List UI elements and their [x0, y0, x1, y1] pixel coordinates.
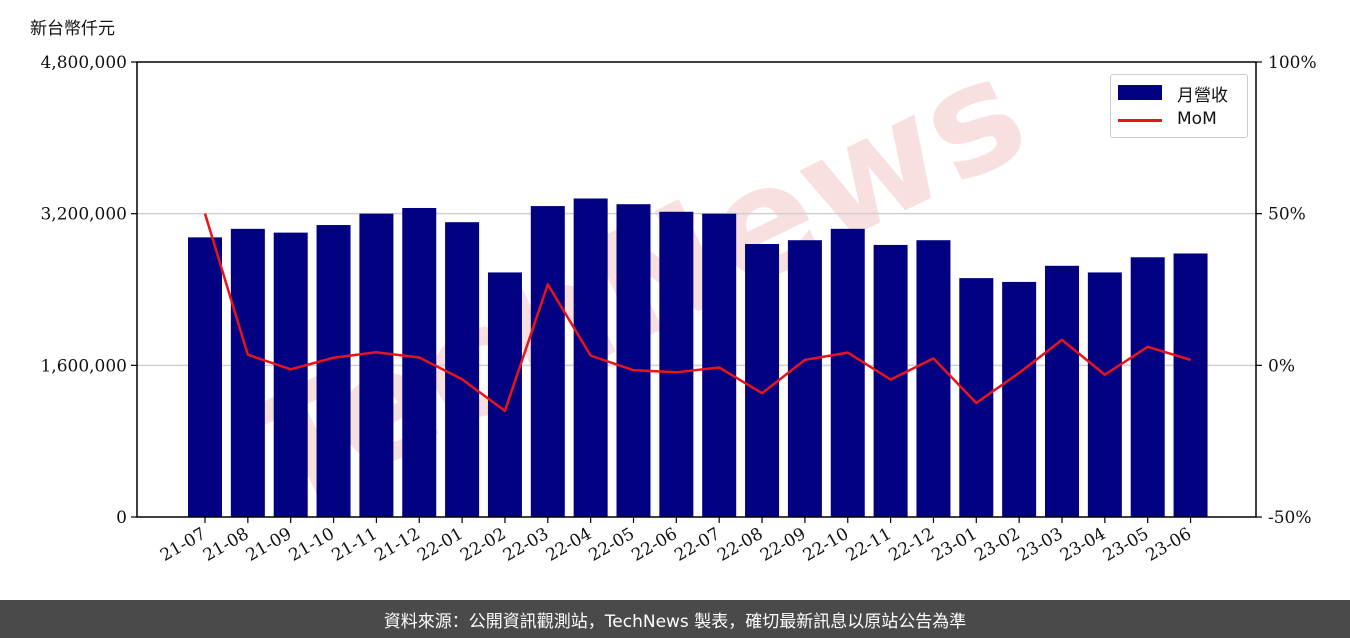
- right-tick-label: 0%: [1268, 356, 1295, 376]
- bar-22-07: [702, 213, 737, 517]
- y-axis-unit-label: 新台幣仟元: [30, 19, 115, 39]
- legend-item-mom: MoM: [1111, 107, 1247, 133]
- bar-22-11: [873, 244, 908, 517]
- left-tick-label: 4,800,000: [40, 53, 127, 73]
- x-tick-label-22-11: 22-11: [843, 524, 895, 566]
- bar-23-06: [1173, 253, 1208, 517]
- x-tick-label-21-12: 21-12: [371, 524, 423, 566]
- bar-22-10: [830, 228, 865, 518]
- chart: TechNews 01,600,0003,200,0004,800,000-50…: [40, 23, 1317, 566]
- source-footer: 資料來源：公開資訊觀測站，TechNews 製表，確切最新訊息以原站公告為準: [0, 600, 1350, 638]
- left-tick-label: 0: [116, 508, 127, 528]
- legend: 月營收 MoM: [1110, 74, 1248, 138]
- bar-22-12: [916, 240, 951, 518]
- x-tick-label-21-09: 21-09: [243, 524, 295, 566]
- bar-21-07: [188, 237, 222, 518]
- bar-21-11: [359, 213, 394, 517]
- x-tick-label-22-07: 22-07: [671, 524, 723, 566]
- legend-item-revenue: 月營收: [1111, 79, 1247, 106]
- x-tick-label-23-04: 23-04: [1057, 524, 1109, 566]
- bar-23-03: [1045, 265, 1079, 517]
- right-tick-label: 50%: [1268, 205, 1306, 225]
- left-tick-label: 3,200,000: [40, 205, 127, 225]
- x-tick-label-21-07: 21-07: [157, 524, 209, 566]
- x-tick-label-23-03: 23-03: [1014, 524, 1066, 566]
- bar-23-01: [959, 278, 994, 517]
- x-tick-label-21-08: 21-08: [200, 524, 252, 566]
- left-tick-label: 1,600,000: [40, 356, 127, 376]
- x-tick-label-22-06: 22-06: [628, 524, 680, 566]
- bar-23-02: [1002, 281, 1037, 517]
- bar-23-05: [1130, 257, 1165, 517]
- bar-23-04: [1087, 272, 1122, 517]
- right-tick-label: -50%: [1268, 508, 1312, 528]
- x-tick-label-21-11: 21-11: [328, 524, 380, 566]
- bar-21-10: [316, 225, 351, 517]
- bar-21-08: [230, 228, 265, 518]
- mom-line-series: [203, 213, 1191, 413]
- bar-21-09: [273, 232, 308, 517]
- plot-frame: [136, 61, 1257, 518]
- bar-22-04: [573, 198, 608, 517]
- x-tick-label-23-01: 23-01: [928, 524, 980, 566]
- legend-line-swatch: [1118, 119, 1162, 122]
- bar-22-03: [530, 206, 565, 518]
- x-tick-label-22-12: 22-12: [886, 524, 938, 566]
- x-tick-label-22-01: 22-01: [414, 524, 466, 566]
- legend-bar-label: 月營收: [1177, 86, 1228, 106]
- bar-22-05: [616, 204, 651, 517]
- x-tick-label-23-05: 23-05: [1100, 524, 1152, 566]
- legend-line-label: MoM: [1177, 109, 1217, 129]
- x-tick-label-23-06: 23-06: [1143, 524, 1195, 566]
- bar-22-01: [445, 222, 480, 517]
- bar-22-09: [787, 240, 822, 518]
- x-tick-label-22-04: 22-04: [543, 524, 595, 566]
- mom-line: [203, 213, 1191, 413]
- x-tick-label-22-08: 22-08: [714, 524, 766, 566]
- right-tick-label: 100%: [1268, 53, 1317, 73]
- x-tick-label-22-05: 22-05: [586, 524, 638, 566]
- bar-series: [188, 198, 1208, 518]
- bar-22-08: [745, 244, 780, 517]
- x-tick-label-22-02: 22-02: [457, 524, 509, 566]
- bar-22-02: [487, 272, 522, 517]
- x-tick-label-22-10: 22-10: [800, 524, 852, 566]
- x-tick-label-22-09: 22-09: [757, 524, 809, 566]
- x-tick-label-22-03: 22-03: [500, 524, 552, 566]
- bar-22-06: [659, 211, 694, 518]
- x-tick-label-23-02: 23-02: [971, 524, 1023, 566]
- legend-bar-swatch: [1118, 85, 1162, 100]
